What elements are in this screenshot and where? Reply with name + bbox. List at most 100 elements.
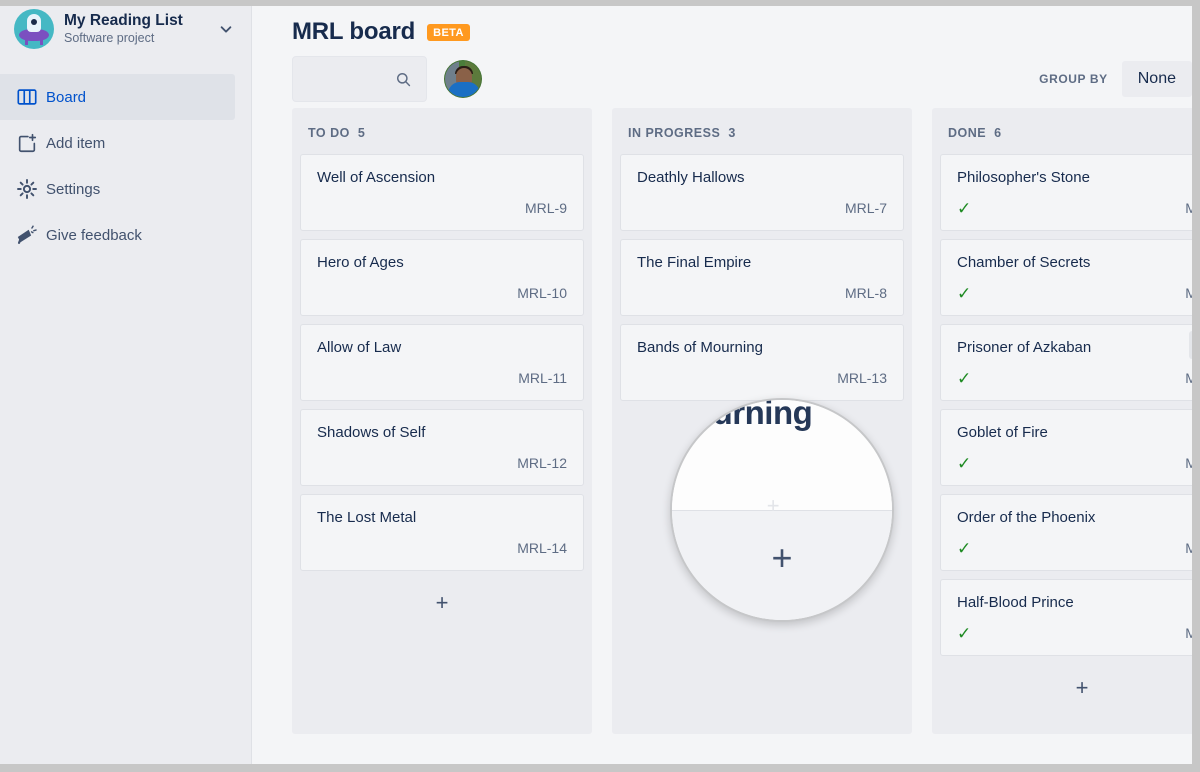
sidebar-item-give-feedback[interactable]: Give feedback bbox=[0, 212, 235, 258]
sidebar-nav: Board Add item bbox=[0, 74, 251, 258]
card-footer: ✓ MR bbox=[957, 538, 1192, 558]
card[interactable]: Order of the Phoenix ✓ MR bbox=[940, 494, 1192, 571]
done-check-icon: ✓ bbox=[957, 623, 972, 643]
card-footer: ✓ MR bbox=[957, 198, 1192, 218]
sidebar-item-add-item[interactable]: Add item bbox=[0, 120, 235, 166]
main-content: MRL board BETA GROUP BY None bbox=[252, 6, 1192, 764]
card-title: Well of Ascension bbox=[317, 169, 436, 186]
card-title: Bands of Mourning bbox=[637, 339, 763, 356]
card[interactable]: Goblet of Fire ✓ MR bbox=[940, 409, 1192, 486]
card-key: MRL-13 bbox=[837, 370, 887, 386]
card-list: Philosopher's Stone✓MRChamber of Secrets… bbox=[932, 154, 1192, 664]
column-count: 6 bbox=[994, 126, 1002, 140]
card-key: MR bbox=[1185, 200, 1192, 216]
card-footer: ✓ MR bbox=[957, 453, 1192, 473]
card-footer: MRL-7 bbox=[637, 198, 887, 218]
done-check-icon: ✓ bbox=[957, 283, 972, 303]
card-key: MR bbox=[1185, 370, 1192, 386]
project-switcher[interactable]: My Reading List Software project bbox=[0, 6, 251, 52]
card[interactable]: Bands of Mourning MRL-13 bbox=[620, 324, 904, 401]
card-key: MRL-8 bbox=[844, 285, 887, 301]
card-more-menu-icon[interactable]: ••• bbox=[1189, 331, 1192, 359]
column-name: IN PROGRESS bbox=[628, 126, 721, 140]
card-footer: MRL-9 bbox=[317, 198, 567, 218]
group-by-select[interactable]: None bbox=[1121, 61, 1192, 97]
card[interactable]: The Final Empire MRL-8 bbox=[620, 239, 904, 316]
gear-icon bbox=[12, 178, 42, 200]
card-footer: ✓ MR bbox=[957, 623, 1192, 643]
search-box[interactable] bbox=[292, 56, 427, 102]
done-check-icon: ✓ bbox=[957, 368, 972, 388]
done-check-icon: ✓ bbox=[957, 538, 972, 558]
board-column: IN PROGRESS 3 Deathly Hallows MRL-7 The Fina… bbox=[612, 108, 912, 734]
card-footer: MRL-8 bbox=[637, 283, 887, 303]
card[interactable]: Philosopher's Stone ✓ MR bbox=[940, 154, 1192, 231]
kanban-board: TO DO 5 Well of Ascension MRL-9 Hero of Ages… bbox=[252, 108, 1192, 764]
card-key: MR bbox=[1185, 625, 1192, 641]
sidebar: My Reading List Software project Board bbox=[0, 6, 252, 764]
card-key: MR bbox=[1185, 285, 1192, 301]
card-title: The Lost Metal bbox=[317, 509, 417, 526]
add-card-button[interactable]: + bbox=[755, 420, 769, 445]
card-key: MRL-11 bbox=[518, 370, 567, 386]
column-count: 3 bbox=[728, 126, 736, 140]
card-key: MRL-7 bbox=[844, 200, 887, 216]
sidebar-item-settings[interactable]: Settings bbox=[0, 166, 235, 212]
card-title: Philosopher's Stone bbox=[957, 169, 1090, 186]
card[interactable]: Chamber of Secrets ✓ MR bbox=[940, 239, 1192, 316]
card[interactable]: Prisoner of Azkaban ✓ MR ••• bbox=[940, 324, 1192, 401]
add-item-icon bbox=[12, 132, 42, 154]
card-title: Half-Blood Prince bbox=[957, 594, 1074, 611]
card-footer: MRL-12 bbox=[317, 453, 567, 473]
card-title: The Final Empire bbox=[637, 254, 752, 271]
card-footer: MRL-11 bbox=[317, 368, 567, 388]
project-meta: My Reading List Software project bbox=[64, 12, 215, 46]
done-check-icon: ✓ bbox=[957, 198, 972, 218]
sidebar-item-board[interactable]: Board bbox=[0, 74, 235, 120]
add-card-button[interactable]: + bbox=[1075, 675, 1089, 700]
search-icon bbox=[395, 71, 412, 88]
card[interactable]: Well of Ascension MRL-9 bbox=[300, 154, 584, 231]
sidebar-item-label: Settings bbox=[46, 180, 101, 198]
search-input[interactable] bbox=[293, 71, 395, 87]
card[interactable]: Allow of Law MRL-11 bbox=[300, 324, 584, 401]
megaphone-icon bbox=[12, 224, 42, 246]
card-key: MRL-9 bbox=[524, 200, 567, 216]
card[interactable]: Deathly Hallows MRL-7 bbox=[620, 154, 904, 231]
beta-badge: BETA bbox=[427, 23, 470, 41]
card[interactable]: Half-Blood Prince ✓ MR bbox=[940, 579, 1192, 656]
card-footer: MRL-14 bbox=[317, 538, 567, 558]
card-key: MR bbox=[1185, 540, 1192, 556]
page-title: MRL board bbox=[292, 18, 416, 45]
add-card-button[interactable]: + bbox=[435, 590, 449, 615]
avatar[interactable] bbox=[444, 60, 482, 98]
card-key: MRL-14 bbox=[517, 540, 567, 556]
project-subtitle: Software project bbox=[64, 31, 155, 45]
board-columns-icon bbox=[12, 86, 42, 108]
card-title: Allow of Law bbox=[317, 339, 402, 356]
card-key: MRL-10 bbox=[517, 285, 567, 301]
card-title: Prisoner of Azkaban bbox=[957, 339, 1092, 356]
column-header: IN PROGRESS 3 bbox=[612, 108, 912, 154]
card-title: Shadows of Self bbox=[317, 424, 426, 441]
chevron-down-icon[interactable] bbox=[215, 18, 237, 40]
column-header: TO DO 5 bbox=[292, 108, 592, 154]
column-header: DONE 6 bbox=[932, 108, 1192, 154]
card[interactable]: Hero of Ages MRL-10 bbox=[300, 239, 584, 316]
card[interactable]: Shadows of Self MRL-12 bbox=[300, 409, 584, 486]
sidebar-item-label: Board bbox=[46, 88, 87, 106]
card-footer: MRL-10 bbox=[317, 283, 567, 303]
card-title: Goblet of Fire bbox=[957, 424, 1048, 441]
board-column: TO DO 5 Well of Ascension MRL-9 Hero of Ages… bbox=[292, 108, 592, 734]
group-by-control: GROUP BY None bbox=[1039, 50, 1192, 108]
card[interactable]: The Lost Metal MRL-14 bbox=[300, 494, 584, 571]
board-toolbar: GROUP BY None bbox=[252, 50, 1192, 108]
card-title: Deathly Hallows bbox=[637, 169, 745, 186]
card-list: Deathly Hallows MRL-7 The Final Empire MRL-… bbox=[612, 154, 912, 409]
card-footer: ✓ MR bbox=[957, 283, 1192, 303]
card-title: Chamber of Secrets bbox=[957, 254, 1091, 271]
group-by-label: GROUP BY bbox=[1039, 72, 1108, 86]
card-footer: ✓ MR bbox=[957, 368, 1192, 388]
column-name: TO DO bbox=[308, 126, 350, 140]
